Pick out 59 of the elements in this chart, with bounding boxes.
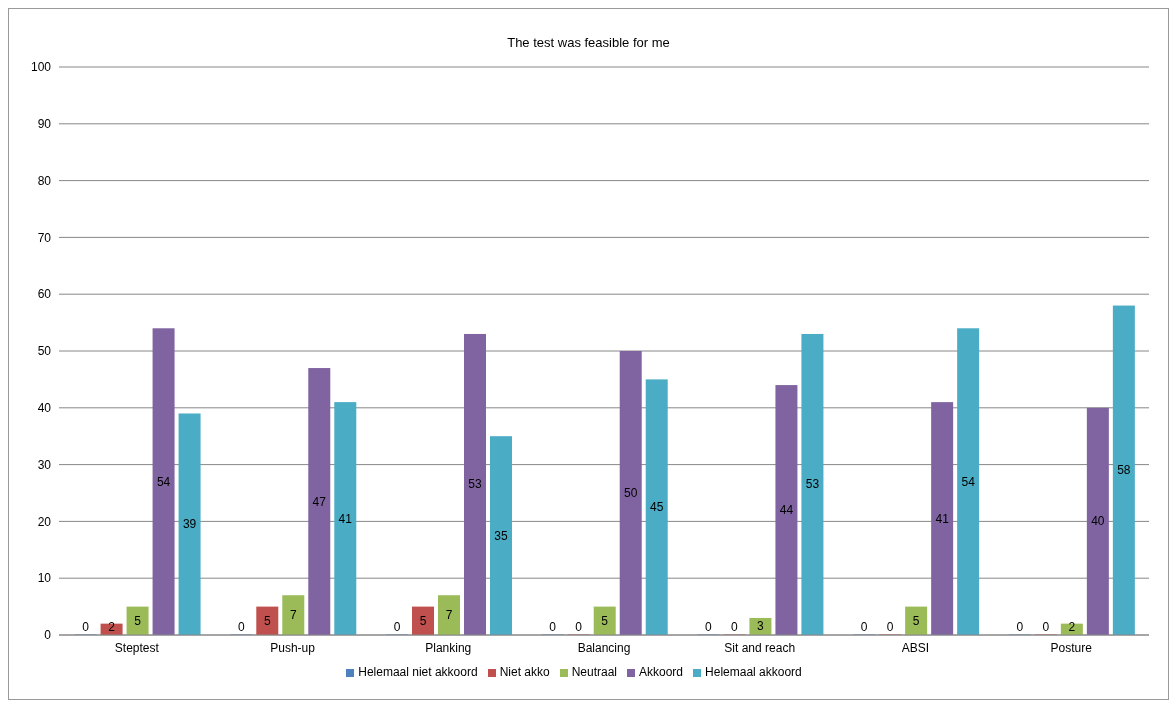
data-label: 0 (705, 620, 713, 634)
x-tick-label: Steptest (114, 640, 160, 655)
legend-label: Neutraal (571, 665, 618, 679)
y-tick-label: 20 (37, 514, 52, 529)
data-label: 0 (575, 620, 583, 634)
data-label: 0 (237, 620, 245, 634)
x-tick-label: Planking (425, 640, 472, 655)
y-tick-label: 10 (37, 571, 52, 586)
data-label: 45 (650, 500, 664, 515)
data-label: 0 (393, 620, 401, 634)
data-label: 41 (935, 511, 950, 526)
legend-label: Akkoord (639, 665, 684, 679)
data-label: 0 (886, 620, 894, 634)
y-tick-label: 90 (37, 117, 52, 132)
data-label: 5 (912, 613, 920, 628)
data-label: 41 (338, 511, 353, 526)
data-label: 5 (601, 613, 609, 628)
legend-label: Niet akko (499, 665, 550, 679)
x-tick-label: Sit and reach (724, 640, 796, 655)
data-label: 5 (134, 613, 142, 628)
legend-label: Helemaal niet akkoord (358, 665, 478, 679)
y-tick-label: 50 (37, 344, 52, 359)
y-tick-label: 40 (37, 401, 52, 416)
x-tick-label: ABSI (901, 640, 930, 655)
y-tick-label: 60 (37, 287, 52, 302)
data-label: 58 (1117, 463, 1131, 478)
data-label: 50 (624, 486, 638, 500)
x-tick-label: Posture (1050, 640, 1093, 655)
data-label: 0 (1042, 620, 1050, 634)
data-label: 54 (156, 474, 171, 489)
data-label: 7 (289, 608, 297, 623)
y-tick-label: 70 (37, 230, 52, 245)
chart-title: The test was feasible for me (506, 35, 671, 50)
data-label: 7 (445, 608, 453, 623)
data-label: 5 (263, 613, 271, 628)
legend-label: Helemaal akkoord (705, 665, 802, 679)
y-tick-label: 80 (37, 173, 52, 188)
x-tick-label: Push-up (270, 640, 316, 655)
data-label: 53 (805, 477, 820, 492)
y-tick-label: 30 (37, 457, 52, 472)
data-label: 54 (961, 474, 976, 489)
data-label: 44 (779, 503, 794, 518)
data-label: 0 (1016, 620, 1024, 634)
data-label: 0 (82, 620, 90, 634)
data-label: 2 (1068, 620, 1076, 634)
data-label: 35 (494, 528, 508, 543)
data-label: 0 (731, 620, 739, 634)
data-label: 47 (312, 494, 327, 509)
data-label: 40 (1091, 514, 1105, 529)
x-tick-label: Balancing (577, 640, 631, 655)
data-label: 53 (468, 477, 482, 492)
data-label: 5 (419, 613, 427, 628)
data-label: 0 (860, 620, 868, 634)
y-tick-label: 100 (30, 60, 52, 75)
data-label: 2 (108, 620, 116, 634)
data-label: 0 (549, 620, 557, 634)
y-tick-label: 0 (44, 628, 52, 643)
data-label: 3 (757, 619, 765, 634)
data-label: 39 (182, 517, 197, 532)
